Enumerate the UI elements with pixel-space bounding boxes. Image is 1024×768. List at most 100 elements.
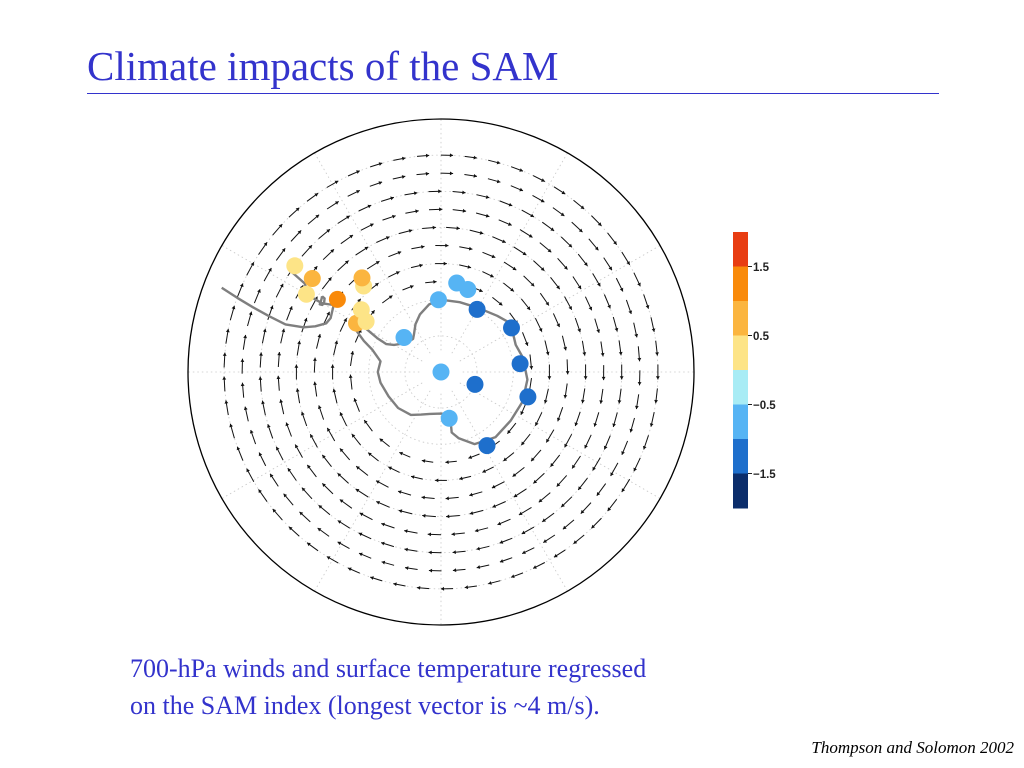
colorbar-label-0-5: 0.5 xyxy=(753,331,770,343)
wind-vector xyxy=(316,333,322,349)
wind-vector xyxy=(619,364,624,380)
wind-vector xyxy=(482,466,494,473)
wind-vector xyxy=(321,454,332,468)
wind-vector xyxy=(382,214,396,221)
wind-vector xyxy=(333,340,339,356)
wind-vector xyxy=(560,496,573,508)
wind-vector xyxy=(388,466,400,473)
wind-vector xyxy=(510,185,524,192)
wind-vector xyxy=(393,582,406,587)
wind-vector xyxy=(612,316,619,332)
wind-vector xyxy=(499,537,513,544)
wind-vector xyxy=(464,174,478,178)
wind-vector xyxy=(382,295,393,304)
temperature-station xyxy=(466,375,484,393)
temperature-station xyxy=(503,319,520,337)
wind-vector xyxy=(422,225,436,230)
wind-vector xyxy=(621,440,629,455)
wind-vector xyxy=(286,306,293,321)
wind-vector xyxy=(326,427,336,442)
polar-map: 1.5 0.5 −0.5 −1.5 xyxy=(187,118,776,626)
wind-vector xyxy=(440,153,454,158)
wind-vector xyxy=(529,354,534,370)
wind-vector xyxy=(285,422,292,437)
wind-vector xyxy=(452,190,466,195)
wind-vector xyxy=(610,462,619,477)
wind-vector xyxy=(542,512,555,523)
temperature-station xyxy=(511,355,529,373)
wind-vector xyxy=(381,522,395,529)
wind-vector xyxy=(236,283,244,298)
wind-vector xyxy=(599,388,604,404)
wind-vector xyxy=(309,433,318,448)
wind-vector xyxy=(425,280,437,284)
temperature-station xyxy=(297,285,315,303)
wind-vector xyxy=(553,186,566,195)
wind-vector xyxy=(360,223,374,231)
wind-vector xyxy=(313,357,317,373)
wind-vector xyxy=(643,294,650,309)
wind-vector xyxy=(561,335,567,351)
wind-vector xyxy=(557,257,568,270)
wind-vector xyxy=(279,399,285,415)
wind-vector xyxy=(530,449,542,462)
wind-vector xyxy=(534,412,543,427)
wind-vector xyxy=(410,475,423,480)
wind-vector xyxy=(519,229,533,238)
wind-vector xyxy=(380,196,395,202)
wind-vector xyxy=(581,340,587,356)
temperature-station xyxy=(440,409,458,427)
wind-vector xyxy=(510,166,524,172)
wind-vector xyxy=(539,242,552,253)
wind-vector xyxy=(242,334,247,350)
wind-vector xyxy=(562,519,575,530)
wind-vector xyxy=(446,226,460,231)
wind-vector xyxy=(427,532,442,537)
wind-vector xyxy=(556,475,568,487)
wind-vector xyxy=(607,498,618,512)
wind-vector xyxy=(475,212,490,218)
wind-vector xyxy=(416,586,430,590)
wind-vector xyxy=(259,352,263,368)
temperature-station xyxy=(328,290,346,308)
wind-vector xyxy=(487,178,501,184)
wind-vector xyxy=(326,200,339,210)
wind-vector xyxy=(612,412,618,428)
temperature-station xyxy=(478,437,496,455)
wind-vector xyxy=(476,545,490,551)
wind-vector xyxy=(363,419,373,432)
wind-vector xyxy=(249,429,257,445)
colorbar-swatch xyxy=(733,301,748,336)
wind-vector xyxy=(492,501,506,508)
temperature-station xyxy=(448,274,466,292)
wind-vector xyxy=(318,405,325,420)
wind-vector xyxy=(482,251,496,259)
wind-vector xyxy=(637,370,642,386)
temperature-station xyxy=(432,363,450,381)
colorbar-swatch xyxy=(733,404,748,440)
wind-vector xyxy=(445,460,457,464)
wind-vector xyxy=(393,156,406,161)
wind-vector xyxy=(422,513,436,518)
temperature-station xyxy=(352,301,370,319)
wind-vector xyxy=(577,253,588,267)
wind-vector xyxy=(276,375,281,391)
wind-vector xyxy=(552,207,565,217)
wind-vector xyxy=(532,562,546,569)
wind-vector xyxy=(492,297,503,306)
wind-vector xyxy=(518,506,532,516)
wind-vector xyxy=(428,568,442,573)
wind-vector xyxy=(376,236,390,243)
colorbar-swatch xyxy=(733,370,748,405)
wind-vector xyxy=(398,229,413,235)
wind-vector xyxy=(339,317,348,332)
temperature-station xyxy=(468,300,486,318)
wind-vector xyxy=(591,517,602,529)
wind-vector xyxy=(381,560,395,566)
wind-vector xyxy=(468,453,480,459)
wind-vector xyxy=(571,221,583,233)
wind-vector xyxy=(337,472,349,484)
wind-vector xyxy=(564,296,573,311)
wind-vector xyxy=(337,541,350,550)
wind-vector xyxy=(573,534,585,545)
